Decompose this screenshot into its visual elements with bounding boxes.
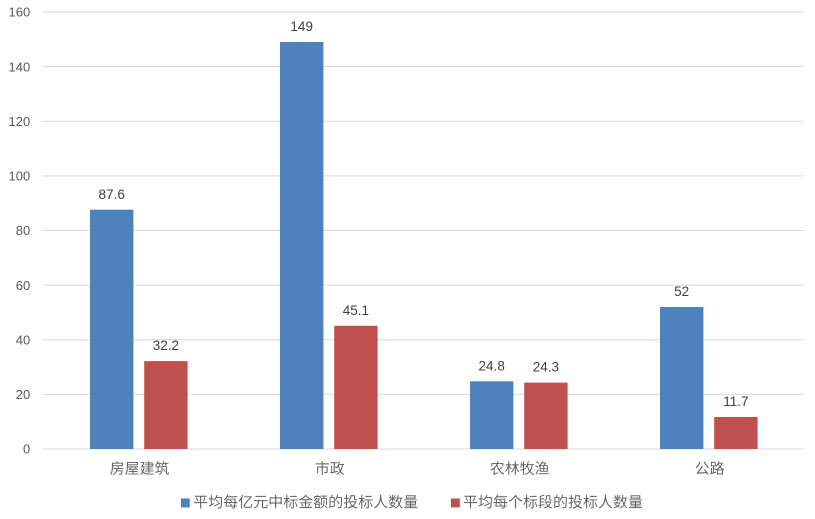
svg-text:87.6: 87.6 — [99, 187, 125, 202]
svg-text:60: 60 — [16, 278, 30, 293]
svg-text:149: 149 — [290, 19, 313, 34]
svg-text:120: 120 — [8, 114, 30, 129]
svg-text:100: 100 — [8, 169, 30, 184]
svg-text:20: 20 — [16, 387, 30, 402]
svg-text:32.2: 32.2 — [153, 338, 179, 353]
svg-text:140: 140 — [8, 59, 30, 74]
svg-text:0: 0 — [23, 442, 30, 457]
svg-text:40: 40 — [16, 332, 30, 347]
svg-text:45.1: 45.1 — [343, 303, 369, 318]
svg-text:11.7: 11.7 — [723, 394, 748, 409]
svg-text:80: 80 — [16, 223, 30, 238]
svg-text:52: 52 — [674, 284, 689, 299]
svg-text:24.3: 24.3 — [533, 360, 559, 375]
svg-text:24.8: 24.8 — [479, 358, 505, 373]
svg-text:160: 160 — [8, 5, 30, 20]
